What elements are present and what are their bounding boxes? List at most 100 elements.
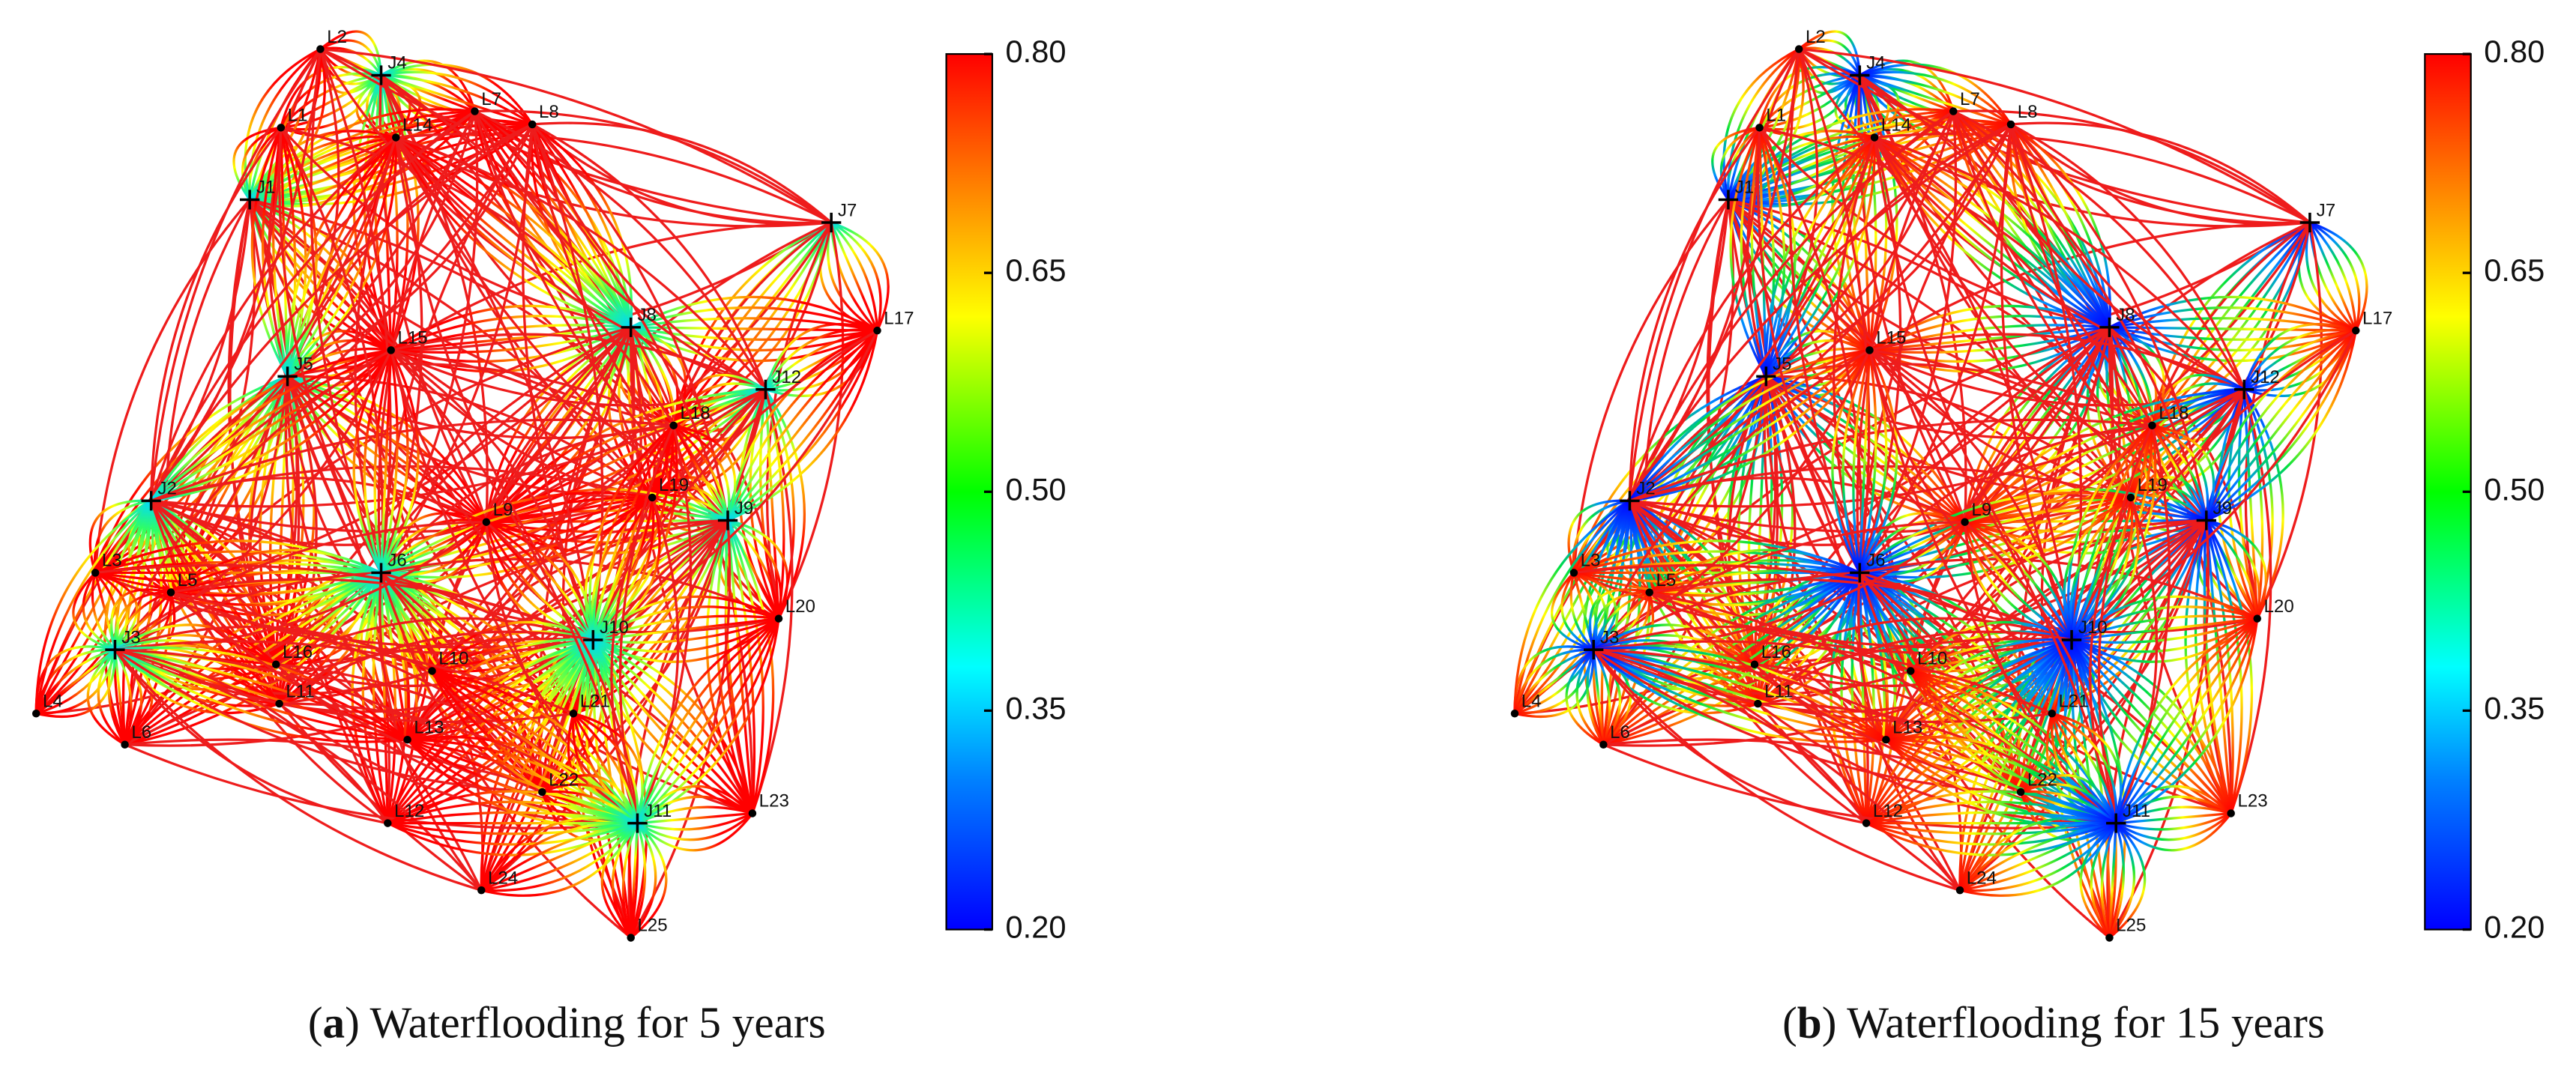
streamline [278,702,638,825]
well-label: L6 [1610,722,1630,743]
streamline [379,350,393,573]
streamline [380,63,534,125]
streamline [1868,349,2073,641]
streamline [2206,519,2261,619]
streamline [2114,497,2159,824]
streamline [379,572,397,823]
streamline [1873,136,2111,329]
colorbar-tick-label: 0.20 [2484,910,2545,945]
well-label: L15 [397,328,427,348]
streamline [673,424,737,522]
well-label: L10 [438,649,468,669]
streamline [1764,136,1876,378]
streamline [115,640,574,715]
producer-well [1755,124,1764,132]
streamline [486,388,767,524]
streamline [1593,648,1887,741]
streamline [274,326,632,665]
streamline [115,648,389,824]
streamline [1592,649,1605,745]
streamline [1869,333,2245,391]
streamline [473,111,729,522]
streamline [278,127,382,574]
streamline [1964,521,2073,641]
streamline [113,591,172,650]
streamline [1858,349,1898,574]
well-label: J4 [1866,53,1885,73]
streamline [1513,500,1631,715]
streamline [1874,136,2245,390]
streamline [1952,110,2208,521]
colorbar-tick-label: 0.65 [2484,253,2545,288]
streamline [1572,499,1630,573]
streamline [1831,349,1871,574]
streamline [381,70,534,126]
well-label: L25 [2116,916,2146,936]
streamline [1859,496,2132,574]
streamline [431,388,767,672]
streamline [1958,821,2117,892]
colorbar-tick-label: 0.50 [2484,471,2545,507]
streamline [1758,74,1861,129]
injector-well [717,510,738,531]
producer-well [392,133,400,142]
streamline [1588,588,1650,650]
streamline [97,649,126,746]
streamline [1729,127,1767,378]
streamline [1964,388,2245,523]
streamline [2205,519,2253,814]
streamline [2114,617,2258,823]
streamline [2108,327,2233,814]
streamline [91,572,116,651]
streamline [1649,578,2072,641]
streamline [531,124,729,522]
streamline [395,136,632,328]
streamline [2070,497,2132,641]
streamline [1628,127,1761,501]
well-label: L19 [2138,475,2168,495]
streamline [1799,47,2311,224]
streamline [1841,349,1871,573]
streamline [1722,48,1800,200]
streamline [2115,618,2259,824]
streamline [1593,521,1965,651]
streamline [1764,136,1876,377]
streamline [286,376,408,741]
producer-well [873,326,881,335]
streamline [572,713,639,824]
streamline [271,127,289,377]
streamline [1602,572,1861,746]
streamline [830,221,882,331]
well-label: L22 [549,770,579,790]
streamline [1602,637,2072,746]
streamline [1859,63,2012,125]
streamline [1750,127,1767,377]
streamline [2067,424,2153,641]
well-label: J8 [2116,305,2135,325]
streamline [110,588,172,650]
streamline [485,521,594,641]
streamline [630,823,647,939]
producer-well [2352,326,2360,335]
streamline [1865,800,2117,825]
well-label: L17 [2362,308,2392,328]
producer-well [384,819,392,827]
streamline [286,136,397,377]
well-label: J9 [735,498,753,519]
streamline [280,127,289,377]
streamline [34,648,115,714]
streamline [34,499,152,714]
well-label: L23 [759,791,789,811]
streamline [34,500,152,714]
streamline [1758,127,1862,573]
streamline [387,638,594,824]
streamline [2070,425,2154,641]
streamline [151,477,487,524]
producer-well [1569,569,1578,577]
streamline [241,126,282,201]
producer-well [538,788,546,797]
streamline [592,614,779,641]
streamline [150,110,476,502]
streamline [1830,572,1868,824]
well-label: L13 [414,717,444,737]
